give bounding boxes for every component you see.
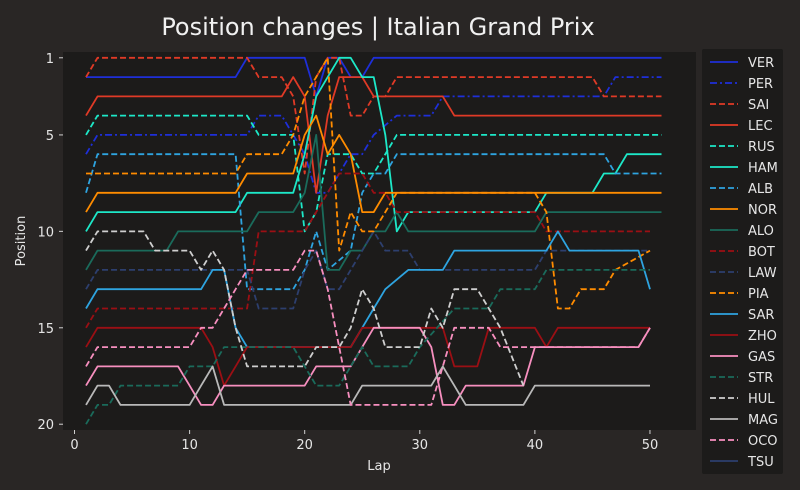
legend-label-alo: ALO — [748, 224, 774, 239]
series-layer — [85, 56, 662, 425]
x-tick-label: 40 — [527, 438, 544, 453]
x-tick-label: 50 — [642, 438, 659, 453]
legend-label-lec: LEC — [748, 119, 773, 134]
series-line-ham — [85, 56, 662, 233]
series-line-gas — [85, 326, 651, 406]
series-line-sai — [85, 56, 662, 175]
legend-label-gas: GAS — [748, 350, 775, 365]
x-axis-label: Lap — [367, 459, 390, 474]
legend-label-bot: BOT — [748, 245, 775, 260]
legend-label-law: LAW — [748, 266, 777, 281]
legend-label-rus: RUS — [748, 140, 775, 155]
legend-label-mag: MAG — [748, 413, 778, 428]
y-tick-label: 5 — [46, 129, 54, 144]
series-line-hul — [85, 230, 525, 386]
legend-label-sar: SAR — [748, 308, 774, 323]
legend-label-ver: VER — [748, 56, 774, 71]
legend-label-alb: ALB — [748, 182, 773, 197]
legend-label-zho: ZHO — [748, 329, 777, 344]
series-line-bot — [85, 172, 650, 329]
series-line-lec — [85, 76, 662, 194]
series-line-rus — [85, 114, 662, 233]
legend: VER PER SAI LEC RUS HAM ALB NOR ALO BOT LAW PIA SAR Z… — [702, 49, 783, 474]
series-line-str — [85, 269, 650, 425]
y-tick-label: 1 — [46, 52, 54, 67]
x-tick-label: 10 — [181, 438, 198, 453]
legend-box — [702, 49, 783, 474]
legend-label-tsu: TSU — [747, 455, 774, 470]
legend-label-str: STR — [748, 371, 773, 386]
y-tick-label: 15 — [37, 322, 54, 337]
series-line-alo — [85, 134, 662, 271]
y-tick-label: 10 — [37, 225, 54, 240]
legend-label-ham: HAM — [748, 161, 778, 176]
legend-label-hul: HUL — [748, 392, 775, 407]
chart-title: Position changes | Italian Grand Prix — [161, 13, 594, 41]
x-tick-label: 20 — [296, 438, 313, 453]
legend-label-sai: SAI — [748, 98, 769, 113]
legend-label-per: PER — [748, 77, 773, 92]
x-tick-label: 0 — [70, 438, 78, 453]
x-tick-label: 30 — [412, 438, 429, 453]
series-line-oco — [85, 249, 651, 406]
legend-label-nor: NOR — [748, 203, 777, 218]
series-line-pia — [86, 56, 651, 310]
legend-label-pia: PIA — [748, 287, 769, 302]
y-axis-label: Position — [14, 216, 29, 267]
y-tick-label: 20 — [37, 418, 54, 433]
legend-label-oco: OCO — [748, 434, 778, 449]
